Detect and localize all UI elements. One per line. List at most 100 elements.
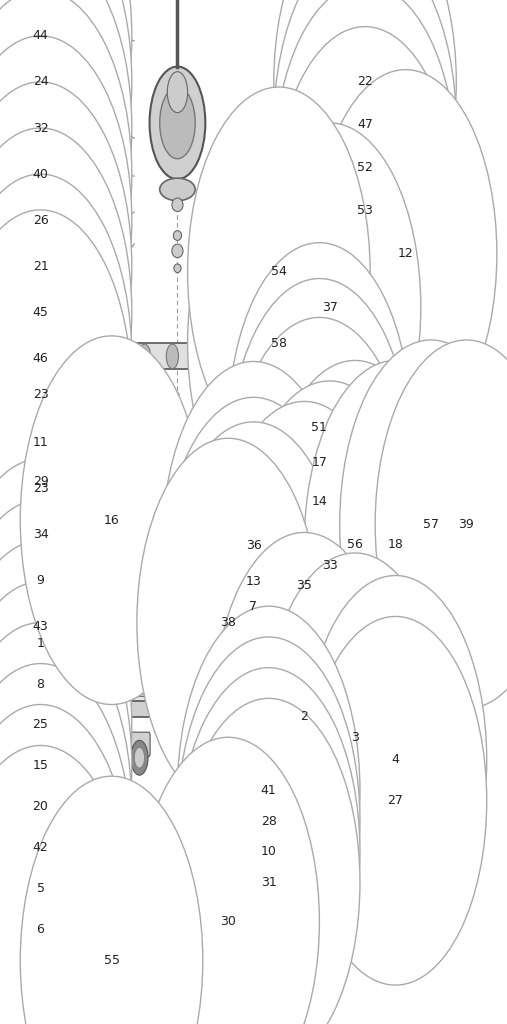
Text: 35: 35 (296, 580, 312, 592)
Text: 52: 52 (357, 162, 373, 174)
Circle shape (274, 0, 456, 352)
Circle shape (194, 596, 212, 633)
Circle shape (0, 705, 132, 1024)
Circle shape (137, 438, 319, 807)
Text: 24: 24 (32, 76, 49, 88)
Circle shape (0, 258, 132, 627)
FancyBboxPatch shape (150, 420, 200, 461)
Circle shape (0, 297, 132, 666)
Text: 6: 6 (37, 924, 45, 936)
Ellipse shape (136, 535, 163, 571)
Text: 58: 58 (271, 337, 287, 349)
Circle shape (213, 532, 395, 901)
Circle shape (375, 340, 507, 709)
Text: 13: 13 (245, 575, 262, 588)
Circle shape (0, 0, 132, 266)
Text: 7: 7 (249, 600, 258, 612)
Polygon shape (104, 563, 231, 696)
Text: 12: 12 (397, 248, 414, 260)
Text: 22: 22 (357, 76, 373, 88)
Circle shape (206, 611, 214, 628)
Circle shape (20, 336, 203, 705)
Text: 56: 56 (347, 539, 363, 551)
Circle shape (264, 553, 446, 922)
Text: 20: 20 (32, 801, 49, 813)
Text: 33: 33 (321, 559, 338, 571)
Text: 51: 51 (311, 421, 328, 433)
Circle shape (0, 0, 132, 312)
Text: 14: 14 (311, 496, 328, 508)
Circle shape (163, 611, 171, 628)
Text: 2: 2 (300, 711, 308, 723)
Circle shape (274, 27, 456, 395)
Circle shape (177, 698, 360, 1024)
Ellipse shape (172, 244, 183, 258)
Circle shape (140, 611, 149, 628)
Circle shape (177, 606, 360, 975)
Text: 45: 45 (32, 306, 49, 318)
Text: 34: 34 (32, 528, 49, 541)
Circle shape (177, 668, 360, 1024)
Text: 46: 46 (32, 352, 49, 365)
Text: 3: 3 (351, 731, 359, 743)
Text: 29: 29 (32, 475, 49, 487)
Text: 1: 1 (37, 637, 45, 649)
Circle shape (167, 72, 188, 113)
Text: 32: 32 (32, 122, 49, 134)
Circle shape (238, 123, 421, 492)
FancyBboxPatch shape (179, 732, 201, 757)
Text: 25: 25 (32, 719, 49, 731)
Circle shape (111, 344, 123, 369)
Circle shape (304, 575, 487, 944)
Ellipse shape (106, 73, 117, 91)
Ellipse shape (182, 740, 199, 775)
Circle shape (188, 87, 370, 456)
Circle shape (319, 645, 385, 778)
Text: 9: 9 (37, 574, 45, 587)
Circle shape (166, 344, 178, 369)
Circle shape (138, 344, 151, 369)
FancyBboxPatch shape (333, 548, 351, 574)
Text: 30: 30 (220, 915, 236, 928)
Text: 53: 53 (357, 205, 373, 217)
Circle shape (0, 350, 132, 719)
Circle shape (46, 333, 112, 466)
Ellipse shape (172, 198, 183, 212)
FancyBboxPatch shape (125, 529, 159, 561)
Circle shape (228, 279, 411, 647)
Text: 44: 44 (32, 30, 49, 42)
Circle shape (69, 381, 88, 418)
Circle shape (274, 0, 456, 309)
Text: 31: 31 (261, 877, 277, 889)
Circle shape (0, 582, 132, 950)
Text: 55: 55 (103, 954, 120, 967)
Text: 26: 26 (32, 214, 49, 226)
Circle shape (134, 748, 144, 768)
Text: 23: 23 (32, 388, 49, 400)
Circle shape (228, 317, 411, 686)
Ellipse shape (128, 524, 171, 582)
Circle shape (0, 304, 132, 673)
Ellipse shape (131, 740, 148, 775)
Circle shape (264, 360, 446, 729)
Text: 21: 21 (32, 260, 49, 272)
Circle shape (137, 737, 319, 1024)
FancyBboxPatch shape (129, 732, 150, 757)
Polygon shape (213, 620, 231, 671)
Circle shape (343, 693, 361, 730)
Circle shape (304, 616, 487, 985)
Circle shape (150, 67, 205, 179)
Circle shape (0, 623, 132, 991)
Circle shape (0, 36, 132, 404)
Polygon shape (167, 867, 185, 883)
Circle shape (0, 459, 132, 827)
Circle shape (0, 541, 132, 909)
FancyBboxPatch shape (94, 71, 111, 93)
Circle shape (194, 344, 206, 369)
Circle shape (20, 776, 203, 1024)
Text: 27: 27 (387, 795, 404, 807)
Circle shape (186, 611, 194, 628)
Circle shape (0, 0, 132, 358)
Text: 37: 37 (321, 301, 338, 313)
Polygon shape (91, 343, 218, 369)
